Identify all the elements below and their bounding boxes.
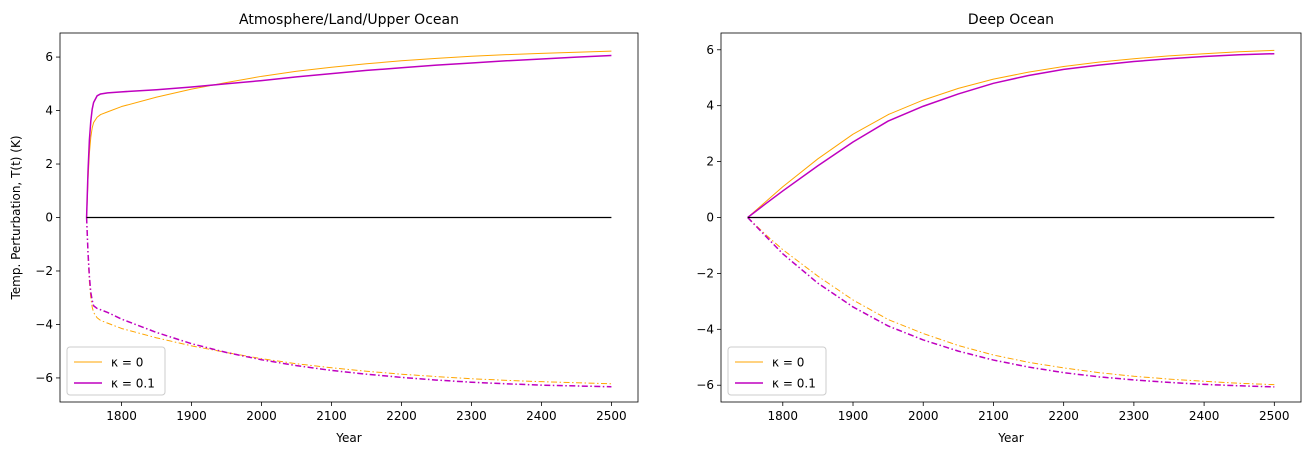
y-tick-label: −2 — [35, 264, 53, 278]
x-tick-label: 1900 — [176, 409, 207, 423]
x-tick-label: 2000 — [908, 409, 939, 423]
y-axis-label: Temp. Perturbation, T(t) (K) — [9, 135, 23, 300]
series-line-4 — [747, 216, 1275, 388]
y-tick-label: −6 — [35, 371, 53, 385]
chart-panel-1: 1800 1900 2000 2100 2200 2300 2400 2500 −6 −4 −2 0 2… — [9, 12, 639, 445]
x-axis-label: Year — [997, 431, 1023, 445]
series-line-1 — [747, 49, 1275, 218]
x-tick-label: 2300 — [456, 409, 487, 423]
legend: κ = 0 κ = 0.1 — [727, 346, 827, 396]
x-axis-label: Year — [335, 431, 361, 445]
y-tick-label: −4 — [696, 322, 714, 336]
x-tick-label: 2000 — [246, 409, 277, 423]
x-tick-label: 1800 — [106, 409, 137, 423]
legend-label: κ = 0.1 — [772, 377, 816, 391]
series-line-1 — [86, 50, 612, 218]
x-tick-label: 2500 — [1259, 409, 1290, 423]
x-tick-label: 2100 — [978, 409, 1009, 423]
x-tick-label: 2100 — [316, 409, 347, 423]
y-tick-label: 4 — [706, 99, 714, 113]
x-tick-label: 2500 — [596, 409, 627, 423]
legend-label: κ = 0 — [111, 356, 143, 370]
y-tick-label: −2 — [696, 266, 714, 280]
y-tick-label: 2 — [706, 155, 714, 169]
legend-label: κ = 0 — [772, 356, 804, 370]
y-tick-label: −4 — [35, 317, 53, 331]
legend-label: κ = 0.1 — [111, 377, 155, 391]
chart-title: Atmosphere/Land/Upper Ocean — [239, 12, 459, 28]
x-tick-label: 2200 — [1048, 409, 1079, 423]
y-tick-label: 2 — [45, 157, 53, 171]
chart-title: Deep Ocean — [968, 12, 1054, 28]
y-tick-label: 4 — [45, 104, 53, 118]
legend: κ = 0 κ = 0.1 — [66, 346, 166, 396]
series-line-2 — [747, 52, 1275, 219]
y-tick-label: 0 — [706, 211, 714, 225]
chart-panel-2: 1800 1900 2000 2100 2200 2300 2400 2500 −6 −4 −2 0 2… — [696, 12, 1302, 445]
y-tick-label: −6 — [696, 378, 714, 392]
y-tick-label: 0 — [45, 211, 53, 225]
x-tick-label: 2300 — [1119, 409, 1150, 423]
x-tick-label: 1800 — [768, 409, 799, 423]
y-tick-label: 6 — [706, 43, 714, 57]
y-tick-label: 6 — [45, 50, 53, 64]
series-line-3 — [86, 217, 612, 385]
series-line-2 — [85, 54, 612, 218]
x-tick-label: 2400 — [1189, 409, 1220, 423]
x-tick-label: 2200 — [386, 409, 417, 423]
series-line-3 — [747, 217, 1275, 386]
x-tick-label: 2400 — [526, 409, 557, 423]
x-tick-label: 1900 — [838, 409, 869, 423]
